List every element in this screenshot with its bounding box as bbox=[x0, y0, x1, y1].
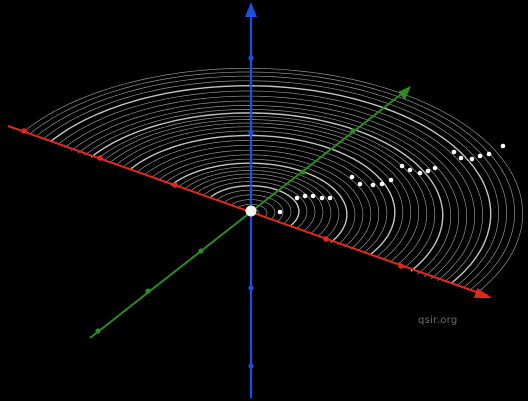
surface-contour bbox=[144, 145, 378, 250]
orbital-point bbox=[380, 182, 385, 187]
z-axis-tick bbox=[248, 55, 253, 60]
orbital-point bbox=[303, 194, 308, 199]
orbital-point bbox=[426, 169, 431, 174]
orbital-point bbox=[358, 182, 363, 187]
y-axis-tick bbox=[95, 328, 100, 333]
z-axis-arrowhead bbox=[245, 2, 257, 17]
x-axis-tick bbox=[21, 128, 27, 134]
y-axis-tick bbox=[300, 169, 305, 174]
orbital-point bbox=[371, 183, 376, 188]
orbital-point bbox=[350, 175, 355, 180]
z-axis-tick bbox=[248, 363, 253, 368]
orbital-point bbox=[408, 168, 413, 173]
y-axis-tick bbox=[145, 288, 150, 293]
y-axis-line bbox=[90, 92, 404, 338]
orbital-point bbox=[311, 194, 316, 199]
surface-contour bbox=[45, 81, 499, 285]
orbital-point bbox=[452, 150, 457, 155]
surface-contour bbox=[31, 72, 515, 289]
surface-contour bbox=[211, 186, 299, 226]
surface-contour bbox=[191, 174, 323, 233]
orbital-point bbox=[470, 157, 475, 162]
orbital-point bbox=[459, 156, 464, 161]
orbital-points bbox=[278, 144, 506, 215]
y-axis-arrowhead bbox=[398, 86, 411, 100]
surface-contour bbox=[118, 127, 411, 259]
surface-contour bbox=[151, 150, 371, 249]
orbital-point bbox=[295, 196, 300, 201]
orbital-point bbox=[487, 152, 492, 157]
watermark: qsir.org bbox=[418, 315, 458, 326]
orbital-point bbox=[501, 144, 506, 149]
z-axis-tick bbox=[248, 285, 253, 290]
z-axis-tick bbox=[248, 130, 253, 135]
x-axis-tick bbox=[97, 155, 103, 161]
surface-contour bbox=[85, 109, 451, 274]
orbital-point bbox=[320, 196, 325, 201]
orbital-point bbox=[389, 178, 394, 183]
orbital-point bbox=[328, 196, 333, 201]
y-axis-tick bbox=[350, 128, 355, 133]
surface-contour bbox=[164, 159, 355, 245]
orbital-point bbox=[478, 154, 483, 159]
x-axis-tick bbox=[398, 263, 404, 269]
orbital-point bbox=[400, 164, 405, 169]
y-axis-tick bbox=[198, 248, 203, 253]
half-disc-surface bbox=[25, 68, 523, 292]
origin-marker bbox=[246, 206, 257, 217]
x-axis-arrowhead bbox=[474, 288, 492, 298]
orbital-point bbox=[418, 171, 423, 176]
surface-contour bbox=[158, 155, 363, 247]
orbital-point bbox=[278, 210, 283, 215]
surface-contour bbox=[51, 86, 491, 284]
surface-contour bbox=[111, 123, 419, 261]
x-axis-tick bbox=[172, 182, 178, 188]
x-axis-tick bbox=[323, 236, 329, 242]
orbital-point bbox=[433, 166, 438, 171]
